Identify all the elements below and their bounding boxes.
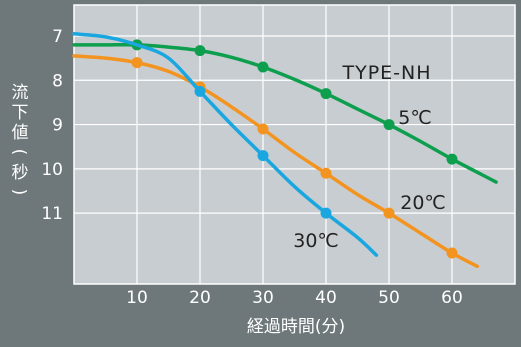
- series-30c-point-20: [194, 85, 206, 97]
- series-5c-line: [72, 42, 498, 184]
- series-30c-point-30: [257, 150, 269, 162]
- y-tick-label-10: 10: [41, 160, 63, 180]
- y-tick-label-11: 11: [41, 204, 63, 224]
- series-layer: [72, 32, 498, 269]
- series-5c-point-50: [383, 119, 395, 131]
- y-tick-label-9: 9: [52, 116, 63, 136]
- y-axis-label-char-4: 秒: [12, 163, 29, 183]
- series-20c-point-50: [383, 207, 395, 219]
- x-tick-label-30: 30: [252, 288, 274, 308]
- series-30c-point-40: [320, 207, 332, 219]
- series-20c-point-60: [446, 247, 458, 259]
- tick-labels: 10 20 30 40 50 60 7 8 9 10 11: [41, 27, 462, 308]
- y-axis-label-char-5: ): [9, 189, 29, 196]
- y-axis-label-char-3: (: [9, 149, 29, 156]
- series-label-5c: 5℃: [398, 107, 431, 129]
- x-tick-label-60: 60: [441, 288, 463, 308]
- y-axis-label-char-1: 下: [12, 103, 29, 123]
- series-5c-point-60: [446, 153, 458, 165]
- series-label-30c: 30℃: [293, 230, 339, 252]
- plot-area: [73, 4, 516, 285]
- y-tick-label-7: 7: [52, 27, 63, 47]
- y-axis-label: 流下値 ( 秒): [9, 83, 29, 195]
- annotation-type-nh: TYPE-NH: [341, 62, 431, 84]
- x-tick-label-10: 10: [126, 288, 148, 308]
- series-5c-point-40: [320, 88, 332, 100]
- series-20c-point-40: [320, 167, 332, 179]
- x-axis-label: 経過時間(分): [247, 317, 345, 337]
- x-tick-label-50: 50: [378, 288, 400, 308]
- series-20c-point-10: [131, 57, 143, 69]
- series-5c-point-20: [194, 45, 206, 57]
- y-tick-label-8: 8: [52, 71, 63, 91]
- series-30c-line: [72, 32, 379, 257]
- x-tick-label-40: 40: [315, 288, 337, 308]
- y-axis-label-char-2: 値: [12, 123, 29, 143]
- x-tick-label-20: 20: [189, 288, 211, 308]
- series-5c-point-30: [257, 61, 269, 73]
- series-20c-point-30: [257, 123, 269, 135]
- y-axis-label-char-0: 流: [12, 83, 29, 103]
- series-label-20c: 20℃: [400, 192, 446, 214]
